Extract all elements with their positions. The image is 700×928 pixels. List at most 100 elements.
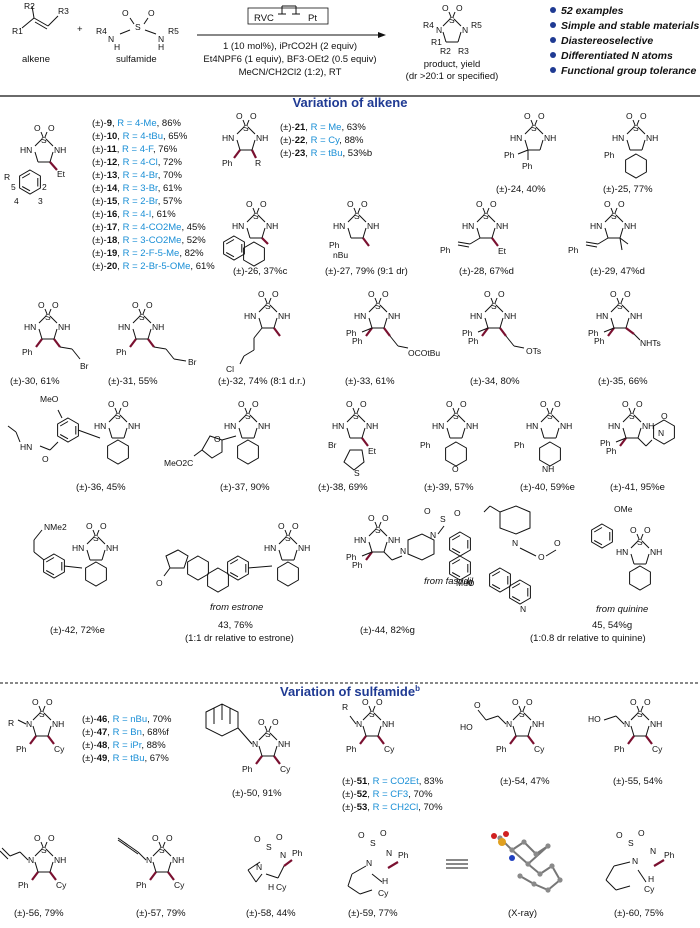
label-34: (±)-34, 80% <box>470 376 520 387</box>
o-atom: O <box>46 697 53 707</box>
s-atom: S <box>354 468 360 478</box>
sulfamide-ring: SO O HN NH <box>264 521 310 587</box>
hn-atom: HN <box>432 421 444 431</box>
alkene-label: alkene <box>22 54 50 65</box>
ph-label: Ph <box>16 744 27 754</box>
br-label: Br <box>80 361 89 371</box>
ph-label: Ph <box>22 347 33 357</box>
n-atom: N <box>256 862 262 872</box>
r5-label: R5 <box>471 20 482 30</box>
o-atom: O <box>156 578 163 588</box>
et-label: Et <box>368 446 377 456</box>
s-atom: S <box>265 301 271 311</box>
structure-57: SO O N NH Ph Cy <box>117 833 185 890</box>
series-entry: (±)-23, R = tBu, 53%b <box>280 148 372 159</box>
o-atom: O <box>622 399 629 409</box>
nh-atom: NH <box>624 221 636 231</box>
series-entry: (±)-16, R = 4-I, 61% <box>92 209 176 220</box>
nh-atom: NH <box>630 311 642 321</box>
o-atom: O <box>254 834 261 844</box>
s-atom: S <box>369 709 375 719</box>
hn-atom: HN <box>20 442 32 452</box>
cy-label: Cy <box>276 882 287 892</box>
s-atom: S <box>375 525 381 535</box>
o-atom: O <box>446 399 453 409</box>
r2-label: R2 <box>440 46 451 56</box>
ho-label: HO <box>460 722 473 732</box>
hn-atom: HN <box>244 311 256 321</box>
o-atom: O <box>638 828 645 838</box>
structure-21-23: S O O HN NH Ph R <box>222 111 268 168</box>
structure-43: O <box>156 549 249 593</box>
n-atom: N <box>146 855 152 865</box>
r1-label: R1 <box>431 37 442 47</box>
series-entry: (±)-14, R = 3-Br, 61% <box>92 183 183 194</box>
h-atom: H <box>648 874 654 884</box>
series-entry: (±)-52, R = CF3, 70% <box>342 789 433 800</box>
n-atom: N <box>430 530 436 540</box>
o-atom: O <box>278 521 285 531</box>
electrode-cell: RVC Pt <box>247 5 329 25</box>
ph-label: Ph <box>18 880 29 890</box>
o-atom: O <box>122 8 129 18</box>
product-structure: S O O N N R4 R5 R1 R2 R3 <box>423 3 482 56</box>
s-atom: S <box>265 729 271 739</box>
position-4: 4 <box>14 196 19 206</box>
o-atom: O <box>132 300 139 310</box>
o-atom: O <box>108 399 115 409</box>
ots-label: OTs <box>526 346 541 356</box>
ome-label: OMe <box>614 504 633 514</box>
o-atom: O <box>52 300 59 310</box>
h-atom: H <box>158 42 164 52</box>
structure-28: S O O HN NH Et Ph <box>440 199 508 256</box>
label-54: (±)-54, 47% <box>500 776 550 787</box>
s-atom: S <box>115 411 121 421</box>
series-entry: (±)-12, R = 4-Cl, 72% <box>92 157 183 168</box>
ph-label: Ph <box>242 764 253 774</box>
header-reaction: R2 R3 R1 alkene + S O O N N H H R4 R5 su… <box>12 1 699 82</box>
et-label: Et <box>57 169 66 179</box>
s-atom: S <box>285 533 291 543</box>
hn-atom: HN <box>590 221 602 231</box>
br-label: Br <box>328 440 337 450</box>
hn-atom: HN <box>354 535 366 545</box>
ph-label: Ph <box>600 438 611 448</box>
ph-label: Ph <box>222 158 233 168</box>
s-atom: S <box>637 709 643 719</box>
label-56: (±)-56, 79% <box>14 908 64 919</box>
o-atom: O <box>272 289 279 299</box>
series-46-49-list: (±)-46, R = nBu, 70% (±)-47, R = Bn, 68%f… <box>82 714 172 764</box>
o-atom: O <box>624 289 631 299</box>
series-entry: (±)-17, R = 4-CO2Me, 45% <box>92 222 206 233</box>
o-atom: O <box>456 3 463 13</box>
r1-label: R1 <box>12 26 23 36</box>
label-36: (±)-36, 45% <box>76 482 126 493</box>
n-atom: N <box>632 856 638 866</box>
series-entry: (±)-10, R = 4-tBu, 65% <box>92 131 188 142</box>
series-entry: (±)-19, R = 2-F-5-Me, 82% <box>92 248 204 259</box>
nh-atom: NH <box>278 311 290 321</box>
cy-label: Cy <box>280 764 291 774</box>
s-atom: S <box>629 411 635 421</box>
structure-55: SO O N NH Ph Cy HO <box>588 697 663 754</box>
xray-structure-image <box>491 831 563 893</box>
r4-label: R4 <box>423 20 434 30</box>
hn-atom: HN <box>20 145 32 155</box>
o-atom: O <box>490 199 497 209</box>
nh-atom: NH <box>256 133 268 143</box>
o-atom: O <box>258 289 265 299</box>
structure-31: SO O HN NH Ph Br <box>116 300 197 367</box>
o-atom: O <box>554 399 561 409</box>
o-atom: O <box>644 525 651 535</box>
structure-9-20: S O O HN NH Et R 5 2 4 3 <box>4 123 66 206</box>
label-27: (±)-27, 79% (9:1 dr) <box>325 266 408 277</box>
n-atom: N <box>520 604 526 614</box>
series-entry: (±)-48, R = iPr, 88% <box>82 740 166 751</box>
o-atom: O <box>630 697 637 707</box>
